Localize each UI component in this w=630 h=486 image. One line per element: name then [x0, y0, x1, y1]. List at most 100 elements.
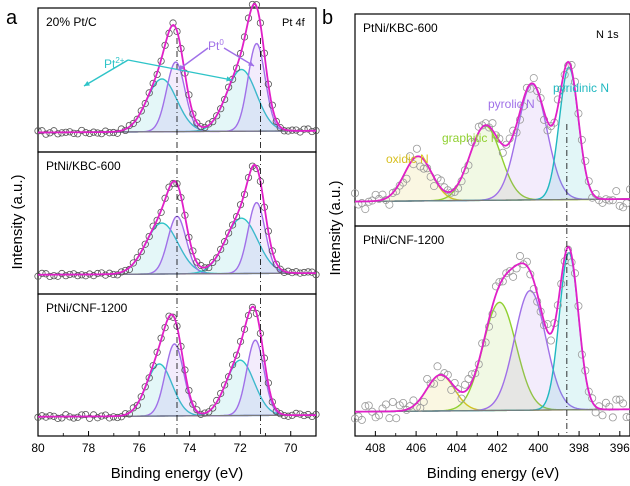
data-point — [173, 27, 181, 36]
x-tick-label: 78 — [82, 441, 96, 455]
panel-a-letter: a — [6, 7, 18, 29]
data-point — [209, 258, 217, 267]
annotation-pt2: Pt2+ — [104, 56, 125, 71]
data-point — [197, 261, 205, 270]
x-tick-label: 74 — [183, 441, 197, 455]
data-point — [388, 397, 397, 406]
data-point — [533, 297, 542, 306]
data-point — [86, 129, 94, 138]
data-point — [141, 99, 149, 108]
data-point — [232, 213, 241, 221]
data-point — [416, 404, 425, 413]
data-point — [74, 272, 82, 280]
annotation-arrow — [127, 59, 233, 81]
data-point — [121, 266, 129, 275]
data-point — [221, 381, 229, 389]
data-point — [485, 322, 494, 331]
data-point — [70, 414, 78, 422]
x-tick-label: 80 — [31, 441, 45, 455]
data-point — [426, 379, 435, 388]
data-point — [213, 112, 221, 120]
data-point — [284, 412, 292, 420]
data-point — [97, 269, 106, 277]
data-point — [225, 229, 233, 237]
data-point — [217, 245, 225, 253]
data-point — [361, 402, 370, 411]
data-point — [78, 411, 86, 419]
data-point — [141, 383, 149, 391]
data-point — [54, 272, 62, 280]
sample-label: PtNi/CNF-1200 — [46, 301, 128, 315]
x-tick-label: 402 — [488, 441, 508, 455]
subplot-frame — [354, 225, 630, 437]
panel-a-xlabel: Binding energy (eV) — [111, 465, 244, 482]
data-point — [205, 120, 213, 128]
data-point — [205, 408, 213, 416]
data-point — [481, 338, 490, 347]
data-point — [312, 271, 320, 279]
data-point — [82, 410, 90, 419]
data-point — [436, 176, 445, 185]
subplot-ptni-cnf-1200: PtNi/CNF-1200 — [350, 225, 630, 437]
data-point — [292, 409, 300, 417]
data-point — [622, 413, 630, 422]
data-point — [300, 125, 308, 133]
data-point — [125, 121, 133, 130]
peak-fill-pt0 — [38, 43, 316, 133]
data-point — [137, 247, 145, 256]
data-point — [399, 398, 408, 407]
subplot-ptni-kbc-600: PtNi/KBC-600 — [350, 13, 630, 227]
data-point — [133, 401, 141, 409]
peak-fill-graphitic-n — [355, 125, 630, 202]
data-point — [304, 268, 312, 276]
data-point — [409, 396, 418, 405]
element-label-n1s: N 1s — [596, 29, 619, 41]
data-point — [498, 148, 507, 157]
data-point — [529, 74, 538, 83]
data-point — [512, 128, 521, 137]
element-label-pt4f: Pt 4f — [282, 17, 306, 29]
panel-b-xlabel: Binding energy (eV) — [427, 465, 560, 482]
data-point — [457, 394, 466, 403]
x-tick-label: 398 — [569, 441, 589, 455]
data-point — [626, 185, 630, 194]
data-point — [105, 414, 114, 422]
x-tick-label: 406 — [406, 441, 426, 455]
data-point — [392, 414, 401, 423]
data-point — [433, 362, 442, 371]
sample-label: 20% Pt/C — [46, 15, 97, 29]
x-tick-label: 400 — [528, 441, 548, 455]
data-point — [90, 272, 98, 280]
data-point — [42, 270, 50, 278]
background-line — [354, 198, 630, 203]
panel-b-plot: PtNi/KBC-600 PtNi/CNF-1200 408 406 404 402 400… — [350, 13, 630, 455]
data-point — [62, 411, 70, 419]
annotation-arrowhead — [226, 76, 232, 82]
data-point — [213, 254, 221, 262]
data-point — [141, 240, 149, 248]
x-tick-label: 70 — [284, 441, 298, 455]
data-point — [129, 404, 137, 412]
annotation-pt2-text: Pt — [104, 57, 116, 71]
data-point — [153, 216, 161, 224]
sample-label: PtNi/KBC-600 — [46, 159, 121, 173]
data-point — [221, 238, 229, 246]
data-point — [50, 272, 58, 280]
panel-b-ylabel: Intensity (a.u.) — [327, 180, 344, 275]
data-point — [42, 130, 50, 138]
data-point — [546, 336, 555, 345]
data-point — [82, 272, 90, 280]
data-point — [308, 268, 316, 276]
data-point — [292, 268, 300, 276]
data-point — [608, 196, 617, 205]
data-point — [197, 410, 205, 418]
data-point — [193, 119, 201, 127]
data-point — [189, 400, 197, 408]
annotation-pt0: Pt0 — [208, 38, 224, 53]
data-point — [70, 129, 78, 137]
data-point — [464, 375, 473, 384]
peak-fill-pyridinic-n — [355, 252, 630, 412]
data-point — [232, 351, 241, 359]
data-point — [361, 205, 370, 214]
data-point — [46, 272, 54, 281]
